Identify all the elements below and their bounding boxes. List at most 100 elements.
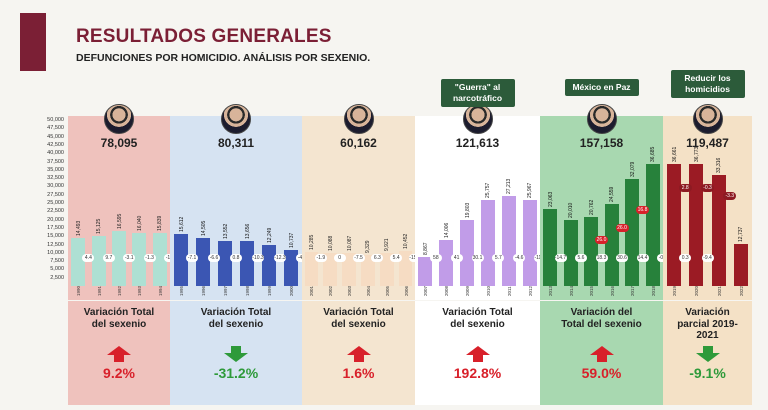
summary-panel: Variación del Total del sexenio 59.0% <box>540 301 663 405</box>
variation-label: 58 <box>429 254 442 262</box>
chart-bar <box>711 175 726 286</box>
summary-percentage: -31.2% <box>213 365 259 381</box>
x-tick-label: 2005 <box>384 285 390 296</box>
president-portrait <box>692 104 723 134</box>
summary-percentage: 192.8% <box>453 365 502 381</box>
chart-bar <box>379 253 394 286</box>
chart-bar <box>460 220 475 286</box>
y-tick-label: 37,500 <box>47 158 64 165</box>
y-tick-label: 7,500 <box>50 258 64 265</box>
arrow-down-icon <box>695 346 720 362</box>
bar-value-label: 20,010 <box>568 202 575 218</box>
summary-label: Variación del Total del sexenio <box>561 307 642 330</box>
highlight-variation: 26.0 <box>615 224 629 232</box>
x-tick-label: 2002 <box>328 285 334 296</box>
y-tick-label: 45,000 <box>47 133 64 140</box>
bar-value-label: 15,612 <box>178 216 185 233</box>
x-tick-label: 2019 <box>672 285 678 296</box>
variation-label: -7.1 <box>186 254 198 262</box>
variation-label: 5.6 <box>575 254 587 262</box>
chart-bar <box>152 233 167 286</box>
variation-label: 41 <box>450 254 463 262</box>
chart-bar <box>733 243 748 286</box>
x-tick-label: 1999 <box>267 285 272 296</box>
variation-label: -14.7 <box>554 254 567 262</box>
summary-label: Variación Total del sexenio <box>200 307 272 330</box>
y-tick-label: 5,000 <box>50 266 64 273</box>
bar-value-label: 15,125 <box>96 218 103 234</box>
bar-value-label: 16,595 <box>116 213 123 229</box>
variation-label: 14.4 <box>636 254 649 262</box>
summary-panel: Variación Total del sexenio 192.8% <box>415 301 540 405</box>
x-tick-label: 2017 <box>630 285 636 296</box>
highlight-variation: 26.0 <box>595 236 608 244</box>
bar-value-label: 24,559 <box>609 187 616 203</box>
x-tick-label: 1990 <box>76 285 82 296</box>
president-portrait <box>104 104 134 134</box>
arrow-up-icon <box>346 346 371 362</box>
bar-value-label: 36,685 <box>650 146 657 163</box>
bar-value-label: 13,656 <box>244 223 251 239</box>
y-tick-label: 17,500 <box>47 224 64 231</box>
sexenio-total: 121,613 <box>455 136 500 150</box>
bar-value-label: 15,839 <box>157 216 164 232</box>
bar-value-label: 25,967 <box>527 182 534 198</box>
chart-bar <box>174 234 188 286</box>
bar-value-label: 36,661 <box>671 146 678 163</box>
bar-value-label: 9,329 <box>365 240 372 254</box>
variation-label: 5.7 <box>492 254 505 262</box>
highlight-variation: -3.3 <box>723 192 737 200</box>
sexenio-total: 60,162 <box>340 136 377 150</box>
chart-bar <box>439 239 454 286</box>
bar-value-label: 14,505 <box>200 220 207 236</box>
chart-bar <box>304 251 319 286</box>
variation-label: 0 <box>333 254 346 262</box>
y-tick-label: 15,000 <box>47 233 64 240</box>
chart-bar <box>218 241 232 286</box>
summary-panel: Variación Total del sexenio 1.6% <box>302 301 415 405</box>
variation-label: -1.9 <box>314 254 327 262</box>
variation-label: 30.1 <box>471 254 484 262</box>
y-tick-label: 10,000 <box>47 249 64 256</box>
chart-bar <box>522 199 537 286</box>
chart-bar <box>71 237 86 286</box>
variation-label: 30.6 <box>616 254 628 262</box>
y-tick-label: 25,000 <box>47 200 64 206</box>
x-tick-label: 2006 <box>403 285 409 296</box>
x-tick-label: 2010 <box>485 285 491 296</box>
chart-bar <box>323 252 338 286</box>
x-tick-label: 2001 <box>309 285 315 296</box>
variation-label: -3.1 <box>123 254 136 262</box>
summary-label: Variación Total del sexenio <box>323 307 394 330</box>
variation-label: 6.3 <box>371 254 384 262</box>
bar-value-label: 23,063 <box>547 192 554 208</box>
x-tick-label: 2012 <box>527 285 533 296</box>
summary-percentage: 9.2% <box>103 365 135 381</box>
sexenio-total: 157,158 <box>579 136 624 150</box>
president-portrait <box>586 104 617 134</box>
chart-bar <box>625 179 640 286</box>
x-tick-label: 1996 <box>201 285 206 296</box>
x-tick-label: 2011 <box>506 286 512 296</box>
chart-bar <box>501 195 516 286</box>
y-tick-label: 20,000 <box>47 216 64 223</box>
summary-label: Variación Total del sexenio <box>83 307 155 330</box>
variation-label: -12.3 <box>274 254 286 262</box>
sexenio-band <box>302 116 415 300</box>
chart-bar <box>284 250 298 286</box>
x-tick-label: 2003 <box>347 285 353 296</box>
chart-bar <box>196 237 210 286</box>
bar-value-label: 12,737 <box>738 226 745 242</box>
y-tick-label: 50,000 <box>47 117 64 123</box>
chart-bar <box>112 230 126 286</box>
bar-value-label: 19,803 <box>464 202 471 219</box>
president-portrait <box>343 104 374 134</box>
variation-label: 0.8 <box>230 254 242 262</box>
x-tick-label: 1994 <box>157 285 163 296</box>
sexenio-total: 119,487 <box>686 136 729 150</box>
bar-value-label: 14,493 <box>75 220 82 236</box>
x-tick-label: 1992 <box>117 285 122 296</box>
x-tick-label: 2008 <box>444 285 450 296</box>
x-tick-label: 2014 <box>568 285 574 296</box>
president-portrait <box>221 104 251 134</box>
